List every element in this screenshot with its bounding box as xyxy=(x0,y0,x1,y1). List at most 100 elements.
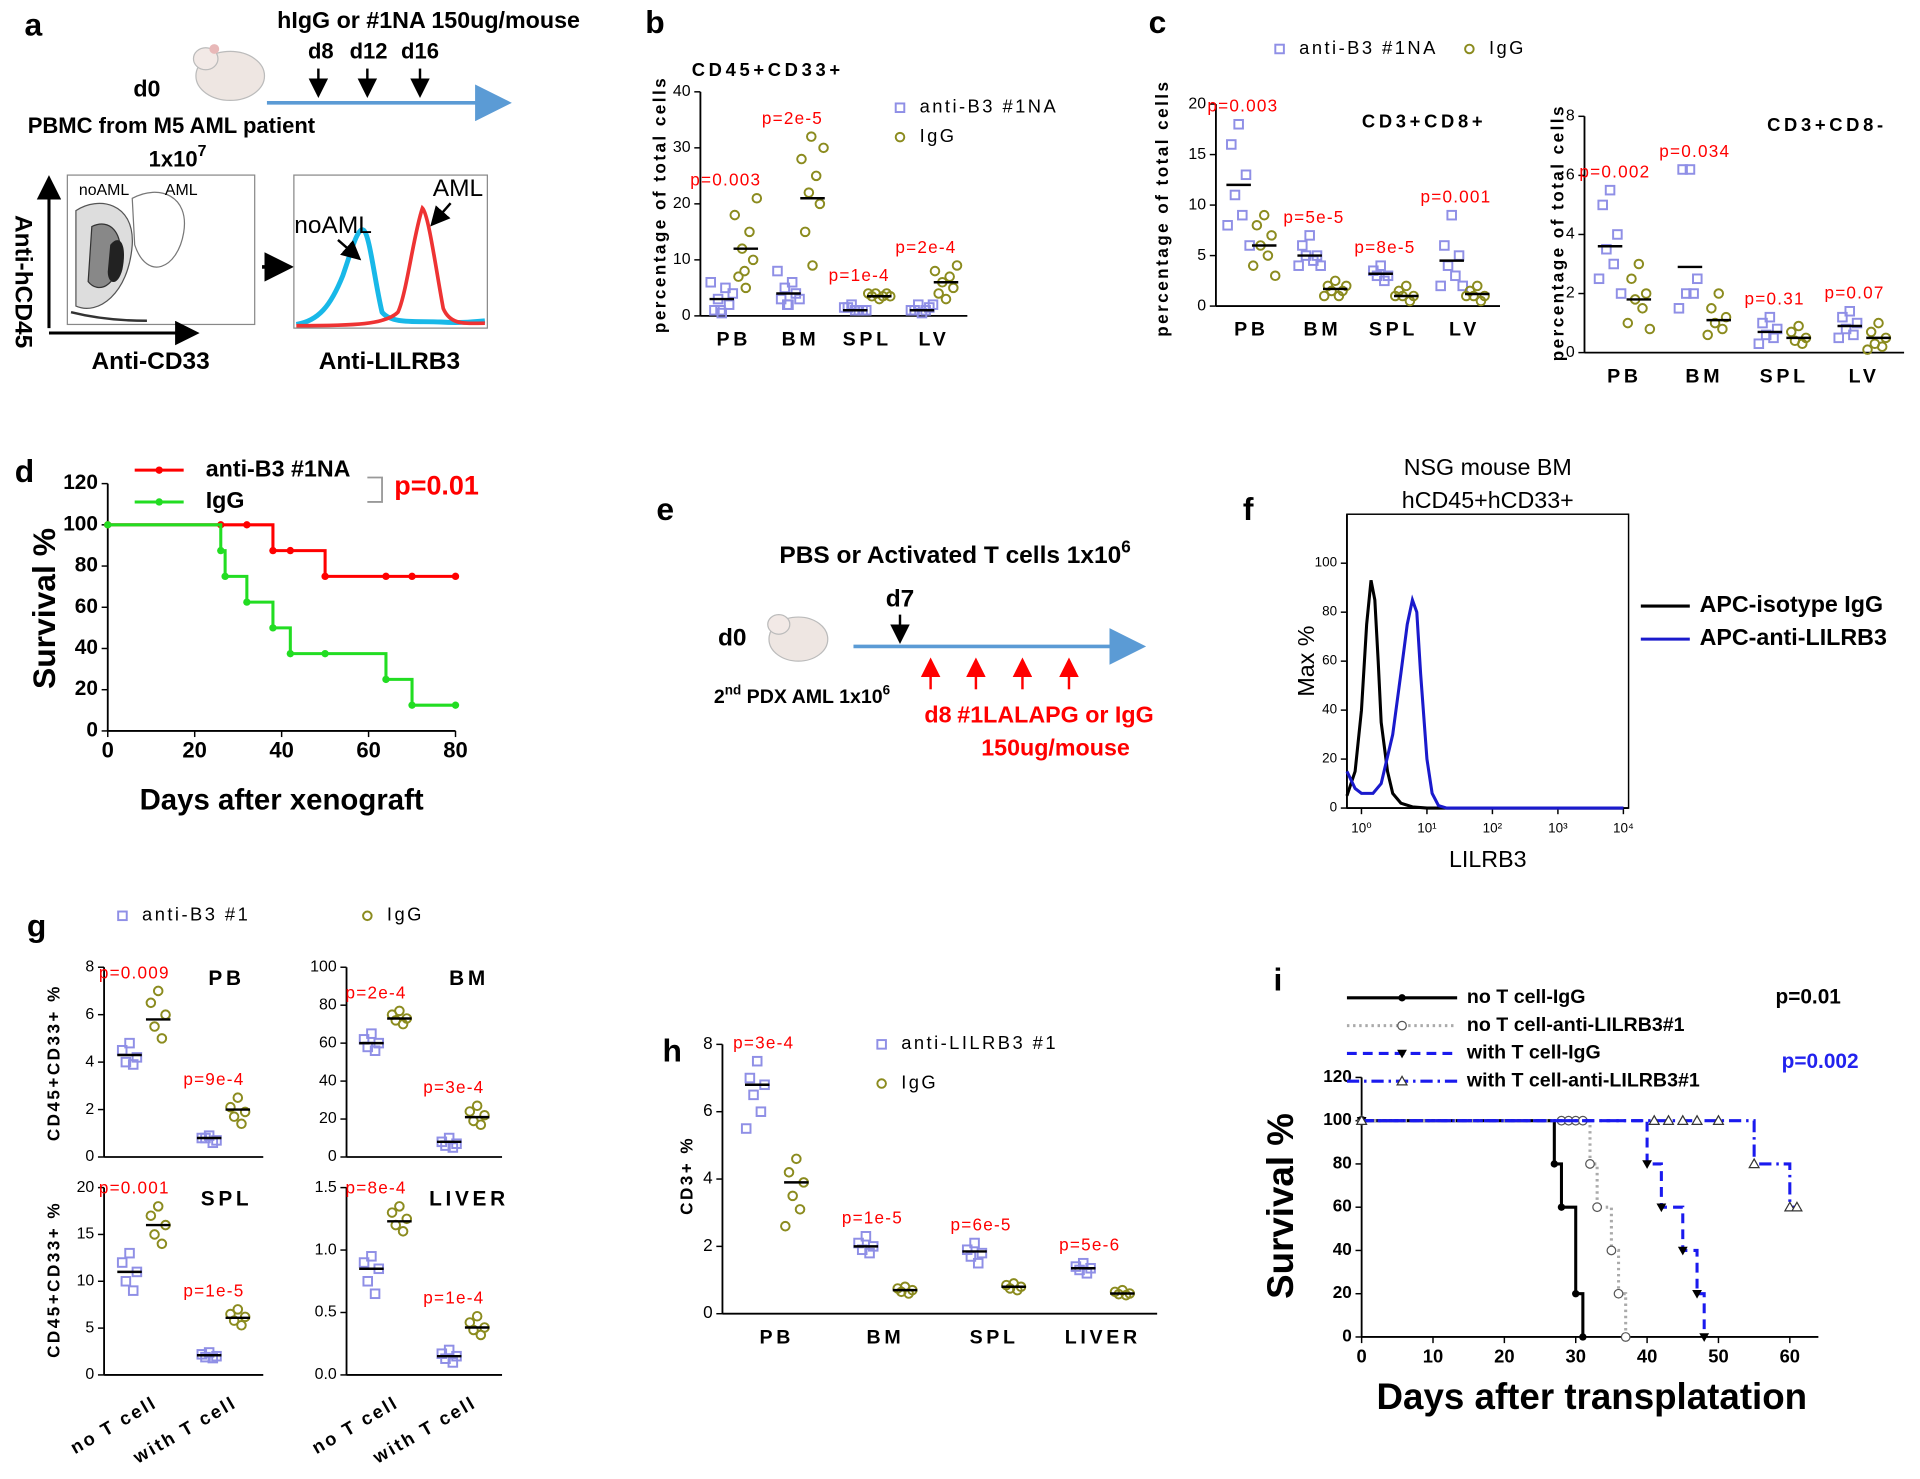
point xyxy=(471,1100,483,1112)
point xyxy=(1550,1160,1558,1168)
p-value: p=0.01 xyxy=(1776,985,1841,1008)
point xyxy=(772,265,783,277)
point xyxy=(321,572,329,581)
point xyxy=(787,1190,798,1202)
y-tick-label: 80 xyxy=(75,554,98,577)
point xyxy=(740,1123,752,1134)
point xyxy=(1764,311,1776,323)
point xyxy=(803,187,815,198)
point xyxy=(1446,209,1457,221)
y-tick-label: 80 xyxy=(319,996,337,1013)
x-axis-label: Days after transplatation xyxy=(1377,1376,1808,1417)
point xyxy=(397,1018,409,1030)
point xyxy=(120,1276,132,1287)
x-tick-label: 80 xyxy=(443,738,468,763)
point xyxy=(1608,258,1619,270)
y-tick-label: 20 xyxy=(75,677,98,700)
y-tick-label: 100 xyxy=(1315,555,1337,570)
point xyxy=(236,1118,247,1130)
point xyxy=(751,192,763,204)
panel-label: h xyxy=(662,1032,681,1068)
panel-label: d xyxy=(15,453,34,489)
x-tick-label: 10 xyxy=(1423,1346,1443,1367)
y-axis-label: percentage of total cells xyxy=(1152,80,1172,337)
legend-marker xyxy=(1397,1049,1407,1059)
y-tick-label: 4 xyxy=(1566,226,1575,243)
point xyxy=(818,142,829,154)
point xyxy=(1712,1114,1725,1125)
point xyxy=(751,1055,763,1067)
histogram-line xyxy=(1345,580,1624,810)
point xyxy=(1692,273,1703,285)
point xyxy=(1840,323,1852,335)
point xyxy=(447,1357,459,1368)
point xyxy=(1329,275,1341,287)
point xyxy=(225,1101,236,1113)
point xyxy=(1662,1114,1675,1125)
p-value: p=0.31 xyxy=(1745,289,1805,309)
p-value: p=2e-4 xyxy=(345,982,406,1002)
point xyxy=(1379,275,1390,287)
p-value: p=5e-5 xyxy=(1283,207,1344,227)
point xyxy=(321,649,329,658)
dose-day: d8 xyxy=(924,701,951,727)
point xyxy=(149,1021,160,1032)
day-label: d7 xyxy=(886,585,915,612)
x-tick-label: BM xyxy=(1304,319,1342,341)
chart-title: CD45+CD33+ xyxy=(692,59,844,80)
x-tick-label: LV xyxy=(1449,319,1480,341)
p-value: p=0.002 xyxy=(1782,1050,1859,1073)
legend-label: with T cell-anti-LILRB3#1 xyxy=(1466,1069,1700,1091)
point xyxy=(1760,329,1772,341)
point xyxy=(940,293,952,305)
point xyxy=(286,649,294,658)
point xyxy=(1637,303,1648,314)
p-value: p=8e-5 xyxy=(1354,237,1415,257)
point xyxy=(1604,184,1616,196)
point xyxy=(1633,258,1645,270)
legend-label: IgG xyxy=(920,125,957,146)
point xyxy=(382,675,390,684)
point xyxy=(1251,220,1263,231)
x-tick-label: 10² xyxy=(1483,820,1503,835)
panel-label: f xyxy=(1243,491,1254,527)
point xyxy=(1247,260,1259,271)
point xyxy=(1648,1114,1661,1125)
point xyxy=(451,572,460,581)
point xyxy=(1120,1289,1132,1301)
point xyxy=(156,1033,168,1044)
chart-title: CD3+CD8+ xyxy=(1362,110,1486,131)
point xyxy=(748,1089,759,1101)
legend-marker xyxy=(155,498,163,506)
point xyxy=(1622,317,1634,329)
point xyxy=(1783,1201,1796,1212)
survival-curve xyxy=(107,523,456,578)
day-label: d8 xyxy=(308,38,334,63)
x-tick-label: BM xyxy=(867,1326,905,1348)
point xyxy=(1293,260,1304,271)
point xyxy=(810,170,822,182)
legend-marker xyxy=(1464,43,1475,55)
point xyxy=(447,1142,459,1153)
y-tick-label: 30 xyxy=(673,139,691,156)
point xyxy=(217,546,225,555)
chart-title: CD3+CD8- xyxy=(1767,114,1887,135)
point xyxy=(366,1251,377,1262)
point xyxy=(269,624,277,632)
point xyxy=(1717,323,1728,335)
panel-label: b xyxy=(645,4,664,40)
point xyxy=(124,1247,135,1259)
legend-marker xyxy=(117,910,128,922)
point xyxy=(1226,139,1237,150)
legend-label: IgG xyxy=(901,1071,938,1092)
histogram-frame xyxy=(293,174,488,329)
point xyxy=(464,1106,476,1117)
y-tick-label: 0 xyxy=(1330,800,1337,815)
point xyxy=(228,1315,240,1326)
y-tick-label: 120 xyxy=(1323,1066,1352,1086)
legend-label: no T cell-anti-LILRB3#1 xyxy=(1467,1014,1685,1036)
point xyxy=(929,265,941,277)
point xyxy=(149,1229,160,1240)
y-tick-label: 60 xyxy=(319,1034,337,1051)
